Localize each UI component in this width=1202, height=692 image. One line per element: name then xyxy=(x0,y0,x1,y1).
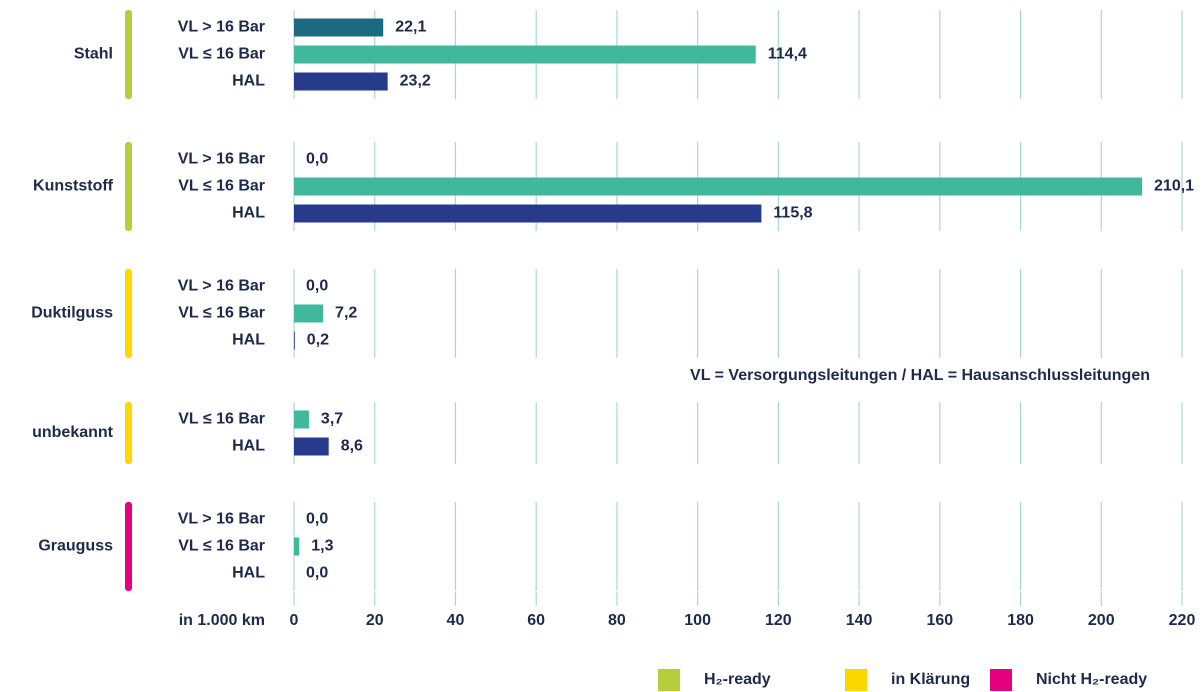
category-label: HAL xyxy=(232,332,265,349)
legend-swatch xyxy=(845,669,867,691)
value-label: 210,1 xyxy=(1154,178,1194,195)
bar xyxy=(294,177,1143,196)
bar xyxy=(294,72,388,91)
category-label: VL ≤ 16 Bar xyxy=(178,538,265,555)
bar xyxy=(294,437,329,456)
legend-swatch xyxy=(990,669,1012,691)
x-tick-label: 140 xyxy=(846,612,873,629)
annotation: VL = Versorgungsleitungen / HAL = Hausan… xyxy=(690,367,1150,384)
value-label: 115,8 xyxy=(773,205,812,222)
group-label: unbekannt xyxy=(32,424,114,441)
value-label: 0,0 xyxy=(306,278,328,295)
legend-label: H₂-ready xyxy=(704,671,771,688)
value-label: 0,0 xyxy=(306,511,328,528)
bar xyxy=(294,204,762,223)
category-label: HAL xyxy=(232,73,265,90)
category-label: VL > 16 Bar xyxy=(178,19,265,36)
category-label: VL > 16 Bar xyxy=(178,151,265,168)
category-label: HAL xyxy=(232,438,265,455)
value-label: 114,4 xyxy=(768,46,807,63)
category-label: VL ≤ 16 Bar xyxy=(178,178,265,195)
group-label: Grauguss xyxy=(38,538,113,555)
bar xyxy=(294,410,309,429)
category-label: VL ≤ 16 Bar xyxy=(178,411,265,428)
value-label: 23,2 xyxy=(400,73,431,90)
x-tick-label: 20 xyxy=(366,612,384,629)
category-label: VL ≤ 16 Bar xyxy=(178,305,265,322)
x-tick-label: 220 xyxy=(1169,612,1196,629)
category-label: VL > 16 Bar xyxy=(178,511,265,528)
x-axis-label: in 1.000 km xyxy=(179,612,265,629)
group-status-bar xyxy=(125,269,132,358)
x-tick-label: 160 xyxy=(926,612,953,629)
category-label: HAL xyxy=(232,565,265,582)
group-status-bar xyxy=(125,142,132,231)
group-status-bar xyxy=(125,10,132,99)
category-label: VL > 16 Bar xyxy=(178,278,265,295)
x-tick-label: 0 xyxy=(290,612,299,629)
x-tick-label: 60 xyxy=(527,612,545,629)
value-label: 1,3 xyxy=(311,538,333,555)
value-label: 0,2 xyxy=(307,332,329,349)
category-label: VL ≤ 16 Bar xyxy=(178,46,265,63)
x-tick-label: 180 xyxy=(1007,612,1034,629)
x-tick-label: 120 xyxy=(765,612,792,629)
category-label: HAL xyxy=(232,205,265,222)
bar xyxy=(294,18,384,37)
value-label: 22,1 xyxy=(395,19,426,36)
value-label: 0,0 xyxy=(306,565,328,582)
x-tick-label: 80 xyxy=(608,612,626,629)
x-tick-label: 40 xyxy=(447,612,465,629)
group-label: Duktilguss xyxy=(31,305,113,322)
bar xyxy=(294,537,300,556)
legend-swatch xyxy=(658,669,680,691)
value-label: 3,7 xyxy=(321,411,343,428)
group-label: Stahl xyxy=(74,46,113,63)
group-status-bar xyxy=(125,402,132,464)
value-label: 7,2 xyxy=(335,305,357,322)
group-label: Kunststoff xyxy=(33,178,114,195)
x-tick-label: 100 xyxy=(684,612,711,629)
bar xyxy=(294,304,324,323)
legend-label: in Klärung xyxy=(891,671,970,688)
legend-label: Nicht H₂-ready xyxy=(1036,671,1147,688)
bar xyxy=(294,45,756,64)
bar xyxy=(294,331,295,350)
x-tick-label: 200 xyxy=(1088,612,1115,629)
value-label: 8,6 xyxy=(341,438,363,455)
group-status-bar xyxy=(125,502,132,591)
value-label: 0,0 xyxy=(306,151,328,168)
